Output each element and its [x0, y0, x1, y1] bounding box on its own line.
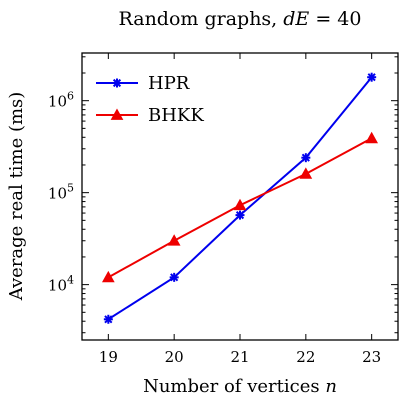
x-tick-label: 20	[165, 348, 184, 366]
data-point-bhkk	[167, 234, 181, 246]
x-tick-label: 21	[230, 348, 249, 366]
data-point-hpr	[103, 314, 113, 324]
y-tick-label: 104	[48, 274, 74, 295]
legend-label-bhkk: BHKK	[148, 105, 204, 126]
y-tick-base: 10	[48, 93, 67, 111]
chart-title: Random graphs, dE = 40	[119, 8, 362, 30]
series-layer	[101, 72, 379, 324]
x-tick-label: 19	[99, 348, 118, 366]
data-point-bhkk	[101, 270, 115, 283]
x-tick-label: 22	[296, 348, 315, 366]
y-tick-base: 10	[48, 185, 67, 203]
y-tick-base: 10	[48, 277, 67, 295]
y-tick-exponent: 6	[67, 90, 74, 103]
y-tick-exponent: 5	[67, 182, 74, 195]
data-point-bhkk	[365, 131, 379, 144]
x-axis-label: Number of vertices n	[143, 376, 337, 397]
y-tick-exponent: 4	[67, 274, 74, 287]
y-axis-label: Average real time (ms)	[6, 92, 27, 302]
y-tick-label: 106	[48, 90, 74, 111]
data-point-bhkk	[299, 167, 313, 179]
legend-marker-bhkk	[110, 108, 124, 120]
data-point-hpr	[367, 72, 377, 82]
y-tick-label: 105	[48, 182, 74, 203]
legend-marker-hpr	[112, 78, 122, 88]
data-point-hpr	[169, 272, 179, 282]
plot-frame	[81, 52, 399, 341]
legend-label-hpr: HPR	[148, 73, 190, 94]
data-point-hpr	[301, 153, 311, 163]
legend: HPR BHKK	[96, 73, 204, 126]
x-tick-label: 23	[362, 348, 381, 366]
data-point-bhkk	[233, 198, 247, 211]
data-point-hpr	[235, 210, 245, 220]
